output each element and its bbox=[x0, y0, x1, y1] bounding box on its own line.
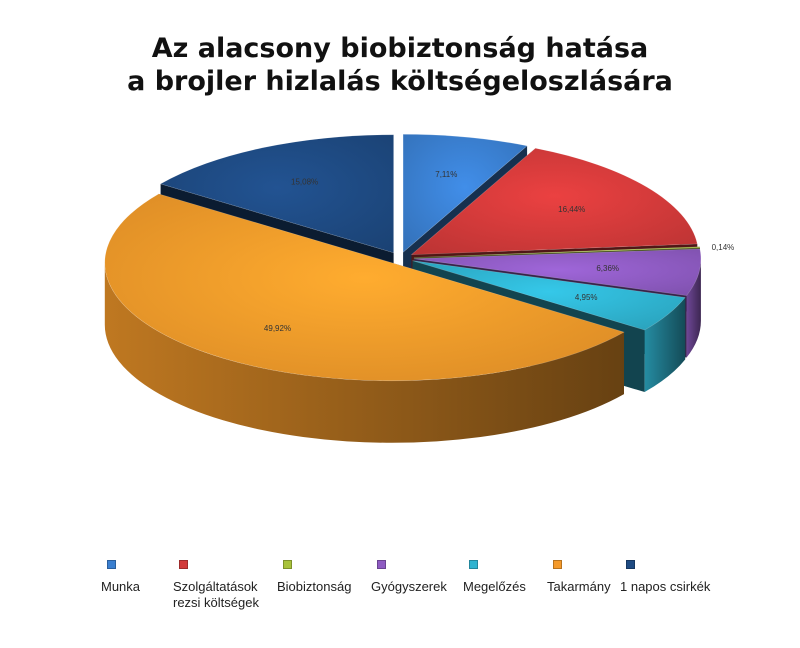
pie-chart: 7,11% 16,44% 0,14% 6,36% 4,95% 49,92% 15,08% bbox=[104, 133, 735, 443]
legend-label-line: Gyógyszerek bbox=[371, 579, 447, 594]
legend-label: Munka bbox=[101, 579, 140, 595]
legend-swatch bbox=[377, 560, 386, 569]
legend-swatch bbox=[283, 560, 292, 569]
pie-slice-4 bbox=[412, 260, 686, 331]
legend-label-line: Megelőzés bbox=[463, 579, 526, 594]
data-label: 7,11% bbox=[435, 170, 457, 179]
legend-swatch bbox=[553, 560, 562, 569]
data-label: 16,44% bbox=[558, 205, 585, 214]
data-label: 49,92% bbox=[264, 324, 291, 333]
pie-slice-2 bbox=[413, 246, 701, 258]
legend-swatch bbox=[469, 560, 478, 569]
legend-label-line: Biobiztonság bbox=[277, 579, 352, 594]
pie-slice-0 bbox=[402, 133, 528, 253]
legend-label: Megelőzés bbox=[463, 579, 526, 595]
legend-label: Gyógyszerek bbox=[371, 579, 447, 595]
slice-side-wall bbox=[104, 262, 624, 443]
legend-label-line: Munka bbox=[101, 579, 141, 594]
data-label: 15,08% bbox=[291, 177, 318, 186]
chart-legend: Munka Szolgáltatások rezsi költségek Biobiz… bbox=[0, 560, 800, 640]
pie-slice-1 bbox=[410, 147, 698, 255]
legend-label-line: Szolgáltatások bbox=[173, 579, 258, 594]
legend-swatch bbox=[626, 560, 635, 569]
slice-side-wall bbox=[686, 258, 701, 358]
legend-swatch bbox=[107, 560, 116, 569]
chart-title-line-1: Az alacsony biobiztonság hatása bbox=[151, 33, 649, 64]
legend-label-line: rezsi költségek bbox=[173, 595, 259, 610]
legend-label-line: Takarmány bbox=[547, 579, 611, 594]
data-label: 6,36% bbox=[596, 264, 619, 273]
chart-title: Az alacsony biobiztonság hatása a brojle… bbox=[0, 32, 800, 98]
legend-label: 1 napos csirkék bbox=[620, 579, 710, 595]
pie-slice-3 bbox=[413, 248, 702, 296]
legend-label: Szolgáltatások rezsi költségek bbox=[173, 579, 259, 611]
slice-side-wall bbox=[644, 297, 686, 393]
data-label: 0,14% bbox=[712, 243, 735, 252]
legend-swatch bbox=[179, 560, 188, 569]
legend-label: Takarmány bbox=[547, 579, 611, 595]
chart-title-line-2: a brojler hizlalás költségeloszlására bbox=[127, 66, 673, 97]
legend-label: Biobiztonság bbox=[277, 579, 351, 595]
pie-slice-6 bbox=[159, 134, 394, 254]
data-label: 4,95% bbox=[575, 293, 598, 302]
pie-slice-5 bbox=[104, 193, 625, 381]
legend-label-line: 1 napos csirkék bbox=[620, 579, 711, 594]
